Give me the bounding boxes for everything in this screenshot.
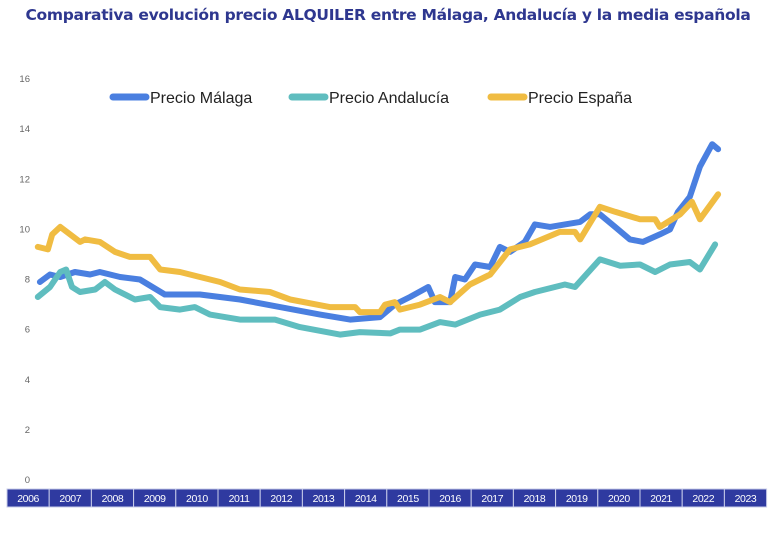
legend: Precio Málaga Precio Andalucía Precio Espa… bbox=[109, 90, 632, 107]
x-axis-year-bar: 2006 2007 2008 2009 2010 2011 2012 2013 2014 2015… bbox=[6, 488, 768, 508]
x-tick-label: 2015 bbox=[397, 493, 419, 505]
x-tick-label: 2007 bbox=[59, 493, 81, 505]
x-tick-label: 2011 bbox=[229, 493, 251, 505]
x-tick-label: 2017 bbox=[481, 493, 503, 505]
x-tick-label: 2022 bbox=[692, 493, 714, 505]
x-tick-label: 2016 bbox=[439, 493, 461, 505]
x-tick-label: 2014 bbox=[355, 493, 377, 505]
legend-label: Precio España bbox=[528, 90, 632, 107]
x-tick-label: 2018 bbox=[524, 493, 546, 505]
y-tick-label: 12 bbox=[19, 174, 30, 185]
legend-item: Precio España bbox=[487, 90, 632, 107]
legend-item: Precio Málaga bbox=[109, 90, 252, 107]
x-tick-label: 2008 bbox=[102, 493, 124, 505]
y-tick-label: 8 bbox=[25, 275, 30, 286]
year-box bbox=[723, 488, 768, 508]
x-tick-label: 2020 bbox=[608, 493, 630, 505]
series-line-1 bbox=[34, 241, 719, 338]
y-axis: 0 2 4 6 8 10 12 14 16 bbox=[19, 74, 30, 486]
y-tick-label: 2 bbox=[25, 425, 30, 436]
x-tick-label: 2012 bbox=[270, 493, 292, 505]
y-tick-label: 0 bbox=[25, 475, 30, 486]
y-tick-label: 10 bbox=[19, 224, 30, 235]
y-tick-label: 16 bbox=[19, 74, 30, 85]
x-tick-label: 2006 bbox=[17, 493, 39, 505]
x-tick-label: 2023 bbox=[735, 493, 757, 505]
x-tick-label: 2009 bbox=[144, 493, 166, 505]
y-tick-label: 4 bbox=[25, 375, 30, 386]
legend-label: Precio Andalucía bbox=[329, 90, 449, 107]
series-line-0 bbox=[36, 141, 722, 323]
x-tick-label: 2021 bbox=[650, 493, 672, 505]
legend-label: Precio Málaga bbox=[150, 90, 252, 107]
y-tick-label: 6 bbox=[25, 325, 30, 336]
x-tick-label: 2010 bbox=[186, 493, 208, 505]
chart-title: Comparativa evolución precio ALQUILER en… bbox=[25, 6, 751, 24]
x-tick-label: 2013 bbox=[313, 493, 335, 505]
series-lines bbox=[34, 141, 722, 338]
y-tick-label: 14 bbox=[19, 124, 30, 135]
series-line-2 bbox=[34, 191, 722, 316]
legend-item: Precio Andalucía bbox=[288, 90, 449, 107]
x-tick-label: 2019 bbox=[566, 493, 588, 505]
